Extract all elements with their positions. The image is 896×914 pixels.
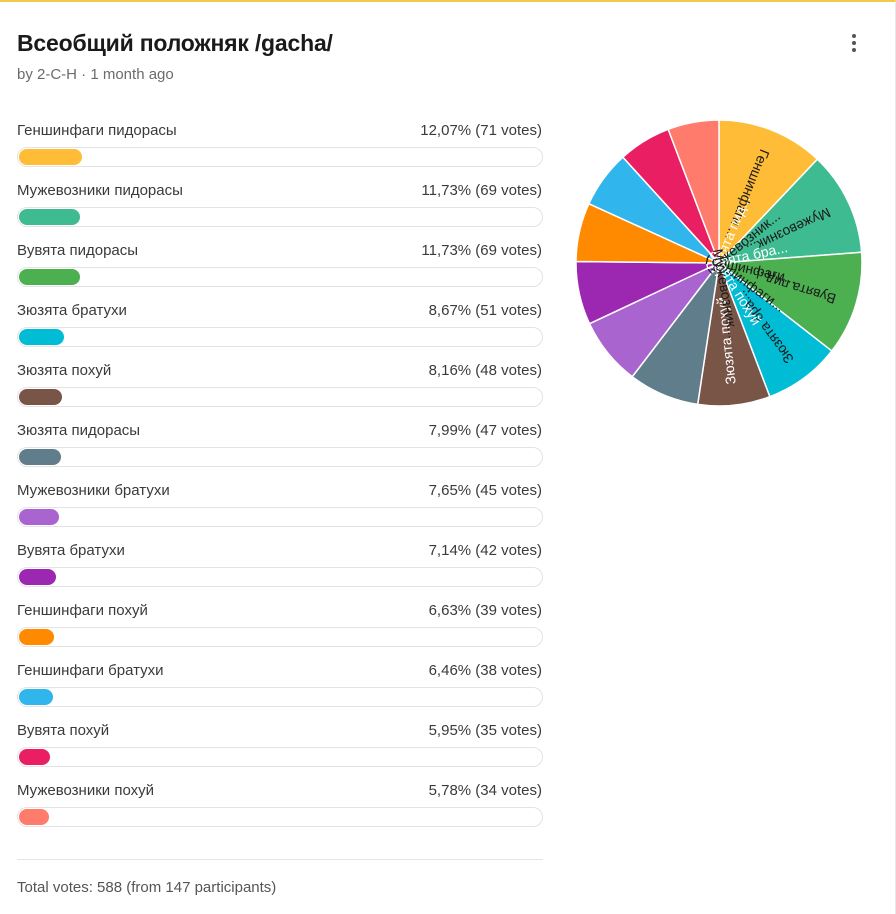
progress-fill <box>19 209 80 225</box>
option-label: Зюзята похуй <box>17 362 112 379</box>
pie-chart: Геншинфаги ... Мужевозник... Вувята пид...… <box>574 118 864 408</box>
more-vertical-icon[interactable] <box>843 32 865 54</box>
progress-track <box>17 507 543 527</box>
progress-track <box>17 687 543 707</box>
poll-option[interactable]: Геншинфаги похуй 6,63% (39 votes) <box>17 600 543 660</box>
option-stats: 7,99% (47 votes) <box>428 422 542 439</box>
poll-option[interactable]: Геншинфаги братухи 6,46% (38 votes) <box>17 660 543 720</box>
progress-fill <box>19 569 56 585</box>
progress-fill <box>19 149 82 165</box>
poll-option[interactable]: Мужевозники пидорасы 11,73% (69 votes) <box>17 180 543 240</box>
option-label: Геншинфаги братухи <box>17 662 164 679</box>
progress-fill <box>19 329 64 345</box>
poll-option[interactable]: Мужевозники братухи 7,65% (45 votes) <box>17 480 543 540</box>
progress-track <box>17 147 543 167</box>
pie-slice[interactable] <box>717 158 863 264</box>
progress-track <box>17 327 543 347</box>
pie-slice[interactable] <box>717 251 863 353</box>
option-stats: 8,67% (51 votes) <box>428 302 542 319</box>
progress-track <box>17 207 543 227</box>
option-label: Вувята братухи <box>17 542 125 559</box>
progress-fill <box>19 809 49 825</box>
pie-chart-svg: Геншинфаги ...Мужевозник...Вувята пид...… <box>575 119 863 407</box>
option-stats: 7,14% (42 votes) <box>428 542 542 559</box>
option-stats: 12,07% (71 votes) <box>420 122 542 139</box>
poll-option[interactable]: Вувята пидорасы 11,73% (69 votes) <box>17 240 543 300</box>
progress-track <box>17 447 543 467</box>
poll-option[interactable]: Вувята братухи 7,14% (42 votes) <box>17 540 543 600</box>
option-label: Вувята пидорасы <box>17 242 139 259</box>
option-stats: 6,46% (38 votes) <box>428 662 542 679</box>
poll-option[interactable]: Зюзята пидорасы 7,99% (47 votes) <box>17 420 543 480</box>
progress-fill <box>19 269 80 285</box>
option-label: Мужевозники братухи <box>17 482 170 499</box>
progress-track <box>17 387 543 407</box>
progress-track <box>17 267 543 287</box>
progress-fill <box>19 689 53 705</box>
poll-title: Всеобщий положняк /gacha/ <box>17 30 333 56</box>
option-label: Зюзята братухи <box>17 302 127 319</box>
progress-fill <box>19 389 62 405</box>
option-stats: 7,65% (45 votes) <box>428 482 542 499</box>
poll-option[interactable]: Геншинфаги пидорасы 12,07% (71 votes) <box>17 120 543 180</box>
poll-meta: by 2-C-H · 1 month ago <box>17 66 174 83</box>
poll-option[interactable]: Зюзята братухи 8,67% (51 votes) <box>17 300 543 360</box>
pie-slice[interactable] <box>667 119 720 264</box>
poll-option[interactable]: Вувята похуй 5,95% (35 votes) <box>17 720 543 780</box>
progress-track <box>17 567 543 587</box>
option-stats: 6,63% (39 votes) <box>428 602 542 619</box>
poll-option[interactable]: Мужевозники похуй 5,78% (34 votes) <box>17 780 543 840</box>
option-label: Мужевозники похуй <box>17 782 155 799</box>
progress-fill <box>19 749 50 765</box>
total-votes: Total votes: 588 (from 147 participants) <box>17 879 277 896</box>
poll-option[interactable]: Зюзята похуй 8,16% (48 votes) <box>17 360 543 420</box>
pie-slice[interactable] <box>718 119 819 265</box>
progress-track <box>17 747 543 767</box>
option-stats: 11,73% (69 votes) <box>421 242 542 259</box>
progress-fill <box>19 449 61 465</box>
progress-track <box>17 627 543 647</box>
option-label: Геншинфаги пидорасы <box>17 122 177 139</box>
option-stats: 11,73% (69 votes) <box>421 182 542 199</box>
poll-options: Геншинфаги пидорасы 12,07% (71 votes) Муже… <box>17 120 543 840</box>
option-stats: 5,95% (35 votes) <box>428 722 542 739</box>
progress-fill <box>19 509 59 525</box>
option-label: Мужевозники пидорасы <box>17 182 183 199</box>
progress-track <box>17 807 543 827</box>
option-label: Геншинфаги похуй <box>17 602 148 619</box>
option-label: Зюзята пидорасы <box>17 422 141 439</box>
option-stats: 5,78% (34 votes) <box>428 782 542 799</box>
option-label: Вувята похуй <box>17 722 110 739</box>
divider <box>17 859 543 860</box>
option-stats: 8,16% (48 votes) <box>428 362 542 379</box>
progress-fill <box>19 629 54 645</box>
